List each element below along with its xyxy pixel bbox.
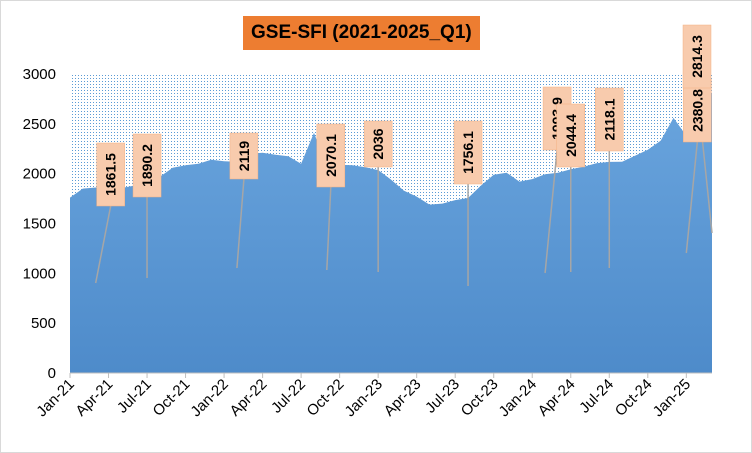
data-label: 2070.1: [323, 134, 339, 177]
data-label-box: [316, 123, 346, 188]
data-label-box: [229, 132, 259, 180]
y-tick-label: 2000: [23, 166, 56, 183]
data-label: 1890.2: [139, 144, 155, 187]
data-label-box: [682, 24, 712, 89]
x-tick-label: Apr-24: [535, 376, 579, 420]
data-label-leader: [236, 178, 245, 269]
data-label: 2118.1: [601, 98, 617, 140]
data-label-box: [453, 120, 483, 185]
x-tick-label: Apr-22: [227, 376, 271, 420]
x-tick-label: Apr-21: [72, 376, 116, 420]
data-label: 2814.3: [689, 35, 705, 78]
data-label-box: [96, 142, 125, 207]
x-tick-label: Jan-25: [650, 376, 694, 420]
y-tick-label: 0: [48, 365, 56, 382]
y-tick-label: 3000: [23, 66, 56, 83]
data-label-box: [595, 87, 624, 152]
x-tick-label: Jan-24: [496, 376, 540, 420]
data-label-leader: [326, 186, 332, 271]
x-tick-label: Oct-21: [150, 376, 194, 420]
data-label-leader: [94, 205, 112, 284]
x-tick-label: Oct-22: [304, 376, 348, 420]
x-tick-label: Oct-24: [612, 376, 656, 420]
data-label: 2119: [236, 141, 252, 172]
x-tick-label: Apr-23: [381, 376, 425, 420]
data-label: 1861.5: [103, 153, 119, 196]
data-label-box: [556, 103, 586, 168]
x-tick-label: Jan-22: [187, 376, 231, 420]
data-label: 2036: [370, 128, 386, 159]
data-label: 2044.4: [563, 114, 579, 157]
data-label: 2380.8: [689, 89, 705, 132]
data-label-leader: [544, 149, 558, 274]
y-tick-label: 500: [31, 315, 56, 332]
y-tick-label: 2500: [23, 116, 56, 133]
y-tick-label: 1500: [23, 216, 56, 233]
x-tick-label: Jan-23: [342, 376, 386, 420]
x-tick-label: Jan-21: [33, 376, 77, 420]
data-label-leader: [685, 141, 699, 254]
x-tick-label: Jul-22: [268, 376, 309, 417]
data-label-box: [363, 120, 393, 168]
x-tick-label: Jul-24: [576, 376, 617, 417]
data-label: 1756.1: [460, 131, 476, 174]
chart-title: GSE-SFI (2021-2025_Q1): [243, 16, 480, 50]
x-tick-label: Jul-23: [422, 376, 463, 417]
data-label-box: [132, 133, 162, 198]
x-tick-label: Oct-23: [458, 376, 502, 420]
x-tick-label: Jul-21: [114, 376, 155, 417]
y-tick-label: 1000: [23, 265, 56, 282]
data-label-box: [683, 78, 712, 143]
